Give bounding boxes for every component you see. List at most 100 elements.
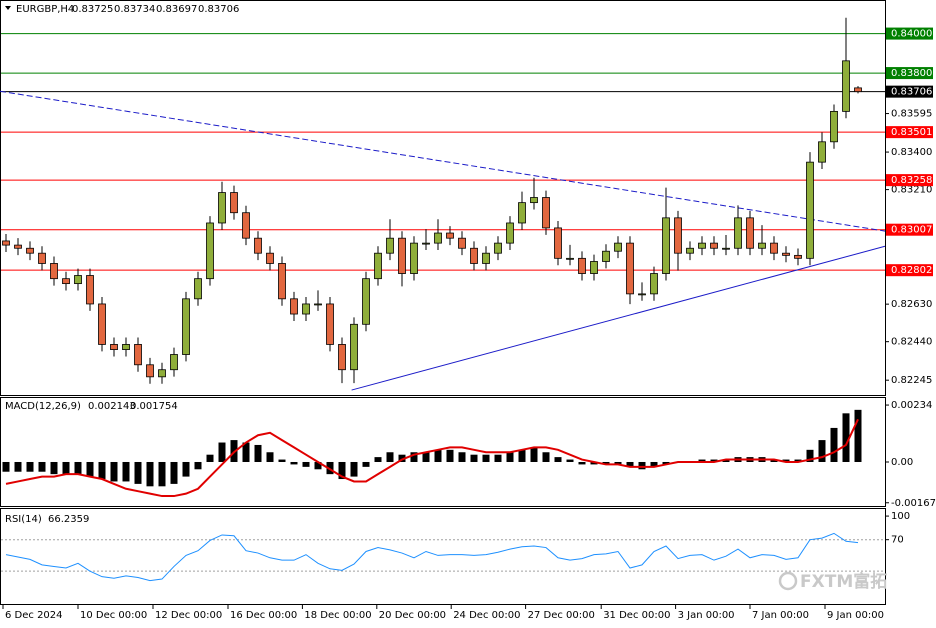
x-tick-label: 24 Dec 00:00 [453, 610, 520, 621]
candle-body [98, 303, 106, 345]
x-tick-label: 20 Dec 00:00 [379, 610, 446, 621]
candle-body [650, 273, 658, 295]
macd-bar [218, 442, 226, 462]
macd-bar [74, 461, 82, 475]
macd-value: 0.002143 [88, 401, 136, 412]
macd-bar [254, 444, 262, 462]
macd-bar [698, 459, 706, 462]
macd-bar [170, 461, 178, 484]
candle-body [74, 275, 82, 285]
main-header: EURGBP,H4 0.83725 0.83734 0.83697 0.8370… [5, 4, 239, 15]
macd-bar [350, 461, 358, 477]
candle-body [854, 87, 862, 93]
candle-body [758, 242, 766, 249]
y-tick-label: 0.82245 [891, 375, 932, 386]
y-tick-label: 0.82630 [891, 299, 932, 310]
candle-body [770, 242, 778, 254]
macd-bar [530, 447, 538, 462]
candle-body [434, 232, 442, 244]
candle-body [2, 240, 10, 246]
candle-body [278, 263, 286, 300]
candle-body [662, 217, 670, 274]
macd-bar [266, 452, 274, 462]
candle-body [494, 242, 502, 254]
macd-bar [470, 454, 478, 462]
candle-body [554, 227, 562, 259]
level-label: 0.83258 [891, 175, 932, 186]
candle-body [182, 298, 190, 355]
macd-bar [98, 461, 106, 480]
macd-bar [194, 461, 202, 470]
candle-body [782, 252, 790, 256]
macd-bar [818, 440, 826, 462]
macd-bar [398, 454, 406, 462]
y-tick-label: 0.83210 [891, 185, 932, 196]
level-label: 0.84000 [891, 29, 932, 40]
level-label-box [886, 27, 933, 40]
macd-bar [710, 459, 718, 462]
menu-arrow [5, 6, 11, 10]
macd-bar [662, 461, 670, 465]
level-label: 0.83706 [891, 87, 932, 98]
macd-bar [386, 452, 394, 462]
candle-body [26, 247, 34, 254]
macd-bar [278, 459, 286, 462]
candle-body [734, 217, 742, 249]
candle-body [722, 247, 730, 250]
macd-signal-line [5, 418, 859, 498]
macd-bar [410, 452, 418, 462]
macd-bar [338, 461, 346, 480]
candle-body [530, 197, 538, 204]
candle-body [326, 303, 334, 345]
macd-bar [2, 461, 10, 472]
level-label: 0.83501 [891, 127, 932, 138]
macd-bar [782, 459, 790, 462]
candle-body [290, 298, 298, 315]
candle-body [302, 303, 310, 315]
y-tick-label: 0.83595 [891, 109, 932, 120]
candle-body [398, 237, 406, 274]
macd-bar [314, 461, 322, 470]
y-tick-label: 0.83400 [891, 147, 932, 158]
macd-bar [326, 461, 334, 475]
macd-bar [302, 461, 310, 467]
x-tick-label: 9 Jan 00:00 [827, 610, 884, 621]
candle-body [470, 247, 478, 264]
trend-line [351, 245, 886, 391]
macd-bar [110, 461, 118, 482]
level-label-box [886, 174, 933, 187]
macd-bar [602, 461, 610, 465]
watermark-icon [778, 571, 798, 591]
level-label: 0.82802 [891, 265, 932, 276]
macd-bar [50, 461, 58, 475]
candle-body [482, 252, 490, 264]
candle-body [410, 242, 418, 274]
macd-bar [134, 461, 142, 484]
rsi-line [5, 532, 859, 582]
candle-body [122, 344, 130, 350]
macd-bar [554, 457, 562, 462]
candle-body [710, 242, 718, 249]
candle-body [458, 237, 466, 249]
macd-bar [62, 461, 70, 475]
macd-bar [242, 442, 250, 462]
x-tick-label: 12 Dec 00:00 [155, 610, 222, 621]
macd-bar [122, 461, 130, 482]
candle-body [578, 257, 586, 274]
candle-body [446, 232, 454, 239]
macd-bar [86, 461, 94, 477]
candle-body [242, 212, 250, 239]
x-tick-label: 10 Dec 00:00 [80, 610, 147, 621]
macd-bar [590, 461, 598, 465]
candle-body [218, 192, 226, 224]
level-label-box [886, 126, 933, 139]
candle-body [206, 222, 214, 280]
y-tick-label: 100 [891, 511, 910, 522]
watermark: FXTM富拓 [778, 571, 887, 592]
level-label-box [886, 264, 933, 277]
macd-bar [458, 452, 466, 462]
level-label-box [886, 67, 933, 80]
macd-bar [566, 459, 574, 462]
